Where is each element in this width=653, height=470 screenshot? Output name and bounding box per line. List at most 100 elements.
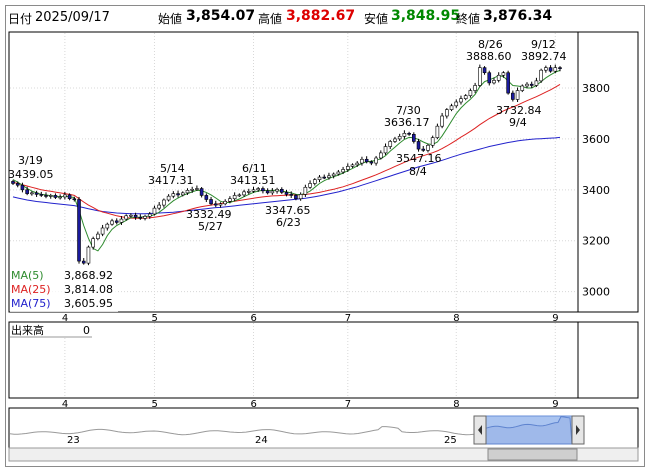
candle-body	[336, 171, 341, 175]
candle-body	[15, 183, 20, 186]
candle-body	[204, 195, 209, 200]
candle-body	[492, 80, 496, 84]
candle-body	[525, 83, 529, 87]
open-value: 3,854.07	[186, 8, 256, 24]
annotation-value: 3347.65	[265, 204, 311, 217]
candle-body	[232, 195, 237, 200]
candle-body	[213, 203, 218, 206]
annotation-date: 8/4	[409, 165, 427, 178]
annotation-date: 5/14	[160, 162, 185, 175]
candle-body	[209, 199, 213, 205]
legend-ma25-value: 3,814.08	[64, 283, 113, 296]
candle-body	[195, 188, 199, 190]
y-tick-label: 3800	[582, 82, 610, 95]
navigator-scrollbar-thumb[interactable]	[487, 448, 578, 461]
candle-body	[242, 191, 246, 196]
volume-label: 出来高	[11, 323, 44, 337]
candle-body	[143, 215, 147, 219]
candle-body	[218, 203, 223, 206]
annotation-value: 3732.84	[496, 104, 542, 117]
candle-body	[53, 195, 58, 198]
candle-body	[294, 195, 298, 200]
candle-body	[72, 198, 77, 201]
volume-panel: 出来高 0	[10, 323, 92, 338]
candle-body	[129, 214, 133, 217]
candle-body	[312, 179, 317, 184]
y-axis: 3000 3200 3400 3600 3800	[582, 82, 610, 299]
candlesticks	[11, 64, 562, 266]
x-tick-label: 7	[345, 313, 351, 324]
candle-body	[261, 188, 265, 192]
annotation-value: 3332.49	[186, 208, 232, 221]
annotation-date: 6/23	[276, 216, 301, 229]
high-value: 3,882.67	[286, 8, 356, 24]
volume-value: 0	[83, 324, 90, 337]
candle-body	[199, 188, 204, 196]
candle-body	[364, 158, 369, 163]
candle-body	[407, 133, 411, 135]
candle-body	[506, 72, 510, 94]
candle-body	[449, 105, 454, 110]
date-label: 日付	[8, 12, 33, 26]
candle-body	[11, 181, 15, 184]
candle-body	[96, 233, 100, 239]
annotation-date: 9/12	[531, 38, 556, 51]
candle-body	[478, 67, 482, 86]
candle-body	[162, 199, 166, 206]
candle-body	[327, 175, 331, 178]
candle-body	[185, 190, 190, 194]
date-value: 2025/09/17	[35, 10, 110, 25]
annotation-value: 3413.51	[230, 174, 276, 187]
legend-ma25-name: MA(25)	[11, 283, 51, 296]
annotation-date: 6/11	[242, 162, 267, 175]
candle-body	[430, 137, 435, 146]
x-tick-label: 9	[552, 313, 558, 324]
candle-body	[435, 125, 440, 138]
candle-body	[322, 176, 327, 179]
y-tick-label: 3600	[582, 133, 610, 146]
annotation-value: 3547.16	[396, 152, 442, 165]
x-tick-label-volume: 9	[552, 399, 558, 410]
candle-body	[228, 198, 232, 202]
legend-ma75-name: MA(75)	[11, 297, 51, 310]
navigator-selection-line	[485, 416, 573, 445]
candle-body	[416, 141, 421, 150]
candle-body	[110, 220, 114, 225]
candle-body	[459, 98, 463, 103]
navigator-history-line	[9, 426, 479, 436]
annotation-date: 7/30	[396, 104, 421, 117]
candle-body	[482, 67, 487, 74]
candle-body	[237, 194, 242, 197]
candle-body	[369, 161, 374, 164]
candle-body	[25, 189, 29, 194]
year-label-24: 24	[255, 435, 268, 446]
annotation-date: 8/26	[478, 38, 503, 51]
x-axis: 4 4 5 5 6 6 7 7 8 8 9 9	[62, 313, 559, 410]
price-panel-frame	[8, 31, 639, 313]
volume-label-bg	[10, 323, 90, 336]
candle-body	[166, 195, 171, 201]
candle-body	[265, 190, 270, 194]
candle-body	[67, 194, 72, 200]
candle-body	[402, 133, 407, 137]
x-tick-label: 5	[151, 313, 157, 324]
candle-body	[58, 196, 62, 199]
chart-window	[5, 5, 645, 467]
navigator-scrollbar-track[interactable]	[8, 447, 639, 462]
open-label: 始値	[158, 12, 183, 26]
annotation-value: 3888.60	[466, 50, 512, 63]
right-arrow-icon	[576, 425, 580, 435]
candle-body	[501, 72, 506, 76]
candle-body	[284, 192, 289, 195]
candle-body	[147, 213, 152, 217]
candle-body	[190, 189, 194, 191]
annotation-value: 3636.17	[384, 116, 430, 129]
candle-body	[374, 157, 378, 164]
navigator[interactable]: 23 24 25	[8, 415, 639, 462]
candle-body	[171, 193, 176, 197]
candle-body	[529, 83, 534, 86]
candle-body	[426, 144, 430, 151]
candle-body	[303, 186, 308, 195]
candle-body	[341, 169, 345, 173]
